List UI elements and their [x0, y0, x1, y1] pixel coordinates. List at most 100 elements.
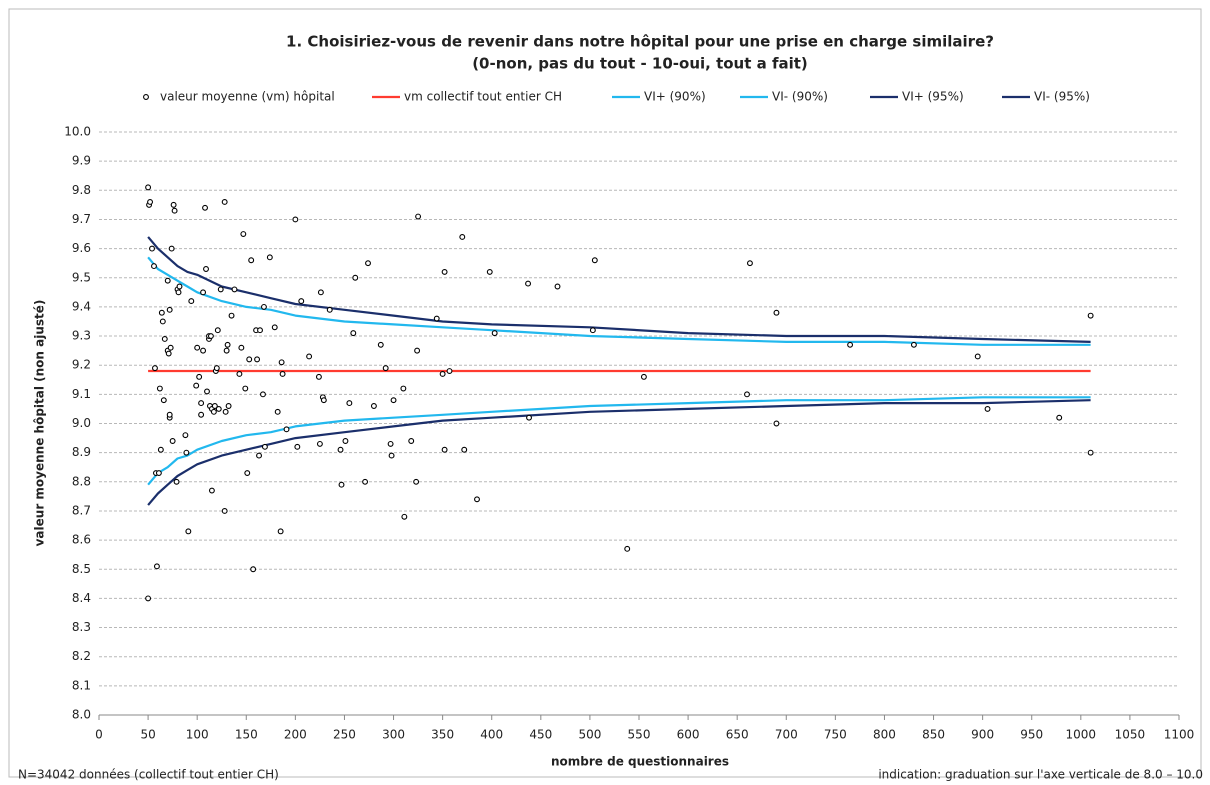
data-point [208, 487, 215, 494]
y-tick-label: 8.3 [72, 620, 91, 634]
x-tick-label: 850 [922, 728, 945, 742]
y-tick-label: 9.6 [72, 241, 91, 255]
y-tick-label: 9.8 [72, 183, 91, 197]
x-tick-label: 200 [284, 728, 307, 742]
data-point [350, 330, 357, 337]
legend-label: VI- (90%) [772, 90, 828, 104]
data-point [413, 478, 420, 485]
data-point [175, 289, 182, 296]
data-point [292, 216, 299, 223]
data-point [153, 563, 160, 570]
series-line [147, 399, 1091, 506]
series-line [147, 396, 1091, 486]
data-point [202, 204, 208, 211]
data-point [346, 400, 353, 407]
data-point [306, 353, 313, 360]
data-point [193, 382, 200, 389]
data-point [294, 443, 301, 450]
data-point [439, 370, 446, 377]
data-point [207, 333, 214, 339]
data-point [151, 263, 157, 270]
data-point [145, 184, 152, 191]
data-point [1087, 312, 1094, 319]
data-point [352, 274, 359, 281]
x-tick-label: 350 [431, 728, 454, 742]
y-tick-label: 9.0 [72, 416, 91, 430]
data-point [194, 344, 201, 351]
data-point [274, 408, 281, 415]
data-point [248, 257, 255, 264]
data-point [171, 207, 178, 214]
data-point [217, 286, 224, 293]
data-point [446, 368, 453, 374]
y-tick-label: 8.2 [72, 649, 91, 663]
series-line [147, 256, 1091, 346]
data-point [266, 254, 273, 261]
x-tick-label: 700 [775, 728, 798, 742]
data-point [149, 245, 155, 252]
data-point [204, 388, 210, 395]
y-tick-label: 10.0 [64, 125, 91, 139]
legend-label: VI+ (90%) [644, 90, 706, 104]
x-tick-label: 650 [726, 728, 749, 742]
data-point [221, 508, 228, 514]
data-point [554, 283, 561, 290]
x-tick-label: 100 [186, 728, 209, 742]
y-tick-label: 8.0 [72, 708, 91, 722]
y-tick-label: 8.4 [72, 591, 91, 605]
footnote-right: indication: graduation sur l'axe vertica… [878, 768, 1203, 782]
data-point [211, 403, 218, 409]
data-point [176, 283, 183, 290]
x-tick-label: 800 [873, 728, 896, 742]
data-point [260, 391, 266, 398]
y-axis-title: valeur moyenne hôpital (non ajusté) [33, 300, 47, 547]
data-point [183, 449, 190, 456]
data-point [1056, 414, 1063, 421]
data-point [200, 289, 207, 296]
data-point [370, 403, 377, 409]
x-tick-label: 250 [333, 728, 356, 742]
data-point [847, 341, 854, 348]
data-point [486, 268, 493, 275]
data-point [214, 327, 221, 334]
data-point [169, 438, 176, 444]
data-point [198, 400, 205, 407]
data-point [362, 478, 369, 485]
data-point [316, 440, 323, 447]
data-point [225, 403, 232, 409]
data-point [224, 341, 231, 348]
data-point [337, 446, 344, 453]
data-point [746, 260, 753, 267]
data-point [640, 373, 647, 380]
series-line [147, 236, 1091, 343]
data-point [415, 213, 422, 220]
data-point [173, 478, 180, 485]
data-point [401, 513, 408, 520]
data-point [984, 405, 991, 412]
y-tick-label: 8.6 [72, 533, 91, 547]
data-point [188, 298, 195, 305]
data-point [168, 245, 175, 252]
data-point [240, 231, 247, 237]
data-point [279, 370, 286, 377]
data-point [388, 452, 395, 459]
data-point [170, 201, 177, 208]
data-point [242, 385, 249, 392]
x-tick-label: 1000 [1066, 728, 1097, 742]
data-point [155, 470, 162, 477]
data-point [261, 443, 268, 450]
data-point [414, 347, 421, 354]
data-point [159, 318, 166, 325]
data-point [161, 336, 168, 342]
data-point [254, 356, 261, 363]
data-point [390, 397, 397, 404]
y-tick-label: 8.5 [72, 562, 91, 576]
data-point [338, 481, 345, 488]
data-point [221, 199, 228, 205]
data-point [744, 391, 750, 398]
x-tick-label: 450 [529, 728, 552, 742]
chart-subtitle: (0-non, pas du tout - 10-oui, tout a fai… [472, 55, 808, 73]
data-point [433, 315, 440, 322]
data-point [167, 344, 174, 351]
